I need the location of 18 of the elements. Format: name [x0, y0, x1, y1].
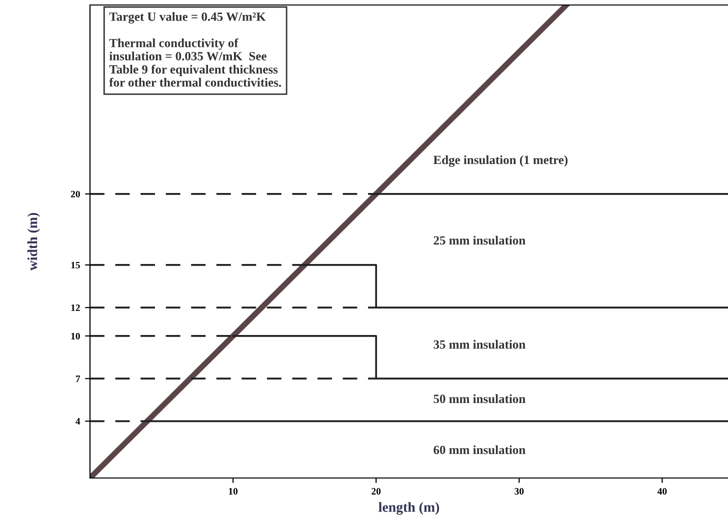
x-tick-label: 10 [228, 488, 238, 495]
x-tick-label: 20 [372, 488, 381, 495]
x-tick-label: 40 [657, 488, 667, 495]
y-tick-label: 4 [76, 418, 80, 425]
x-axis-title: length (m) [378, 502, 440, 515]
annotation: 60 mm insulation [434, 445, 526, 454]
annotation: Edge insulation (1 metre) [433, 155, 568, 167]
x-tick-label: 30 [514, 488, 524, 495]
annotation: Target U value = 0.45 W/m²K Thermal conductivity of insulation = 0.035 W/mK See Table 9 for equivalent thickness for other thermal conductivities. [109, 12, 282, 87]
y-axis-title: width (m) [27, 212, 40, 271]
y-tick-label: 20 [70, 190, 80, 198]
annotation: 35 mm insulation [434, 340, 526, 349]
y-tick-label: 15 [71, 262, 80, 268]
y-tick-label: 7 [76, 376, 80, 382]
annotation: 25 mm insulation [434, 236, 526, 245]
annotation: 50 mm insulation [434, 394, 526, 404]
y-tick-label: 10 [71, 332, 80, 340]
y-tick-label: 12 [71, 304, 80, 311]
